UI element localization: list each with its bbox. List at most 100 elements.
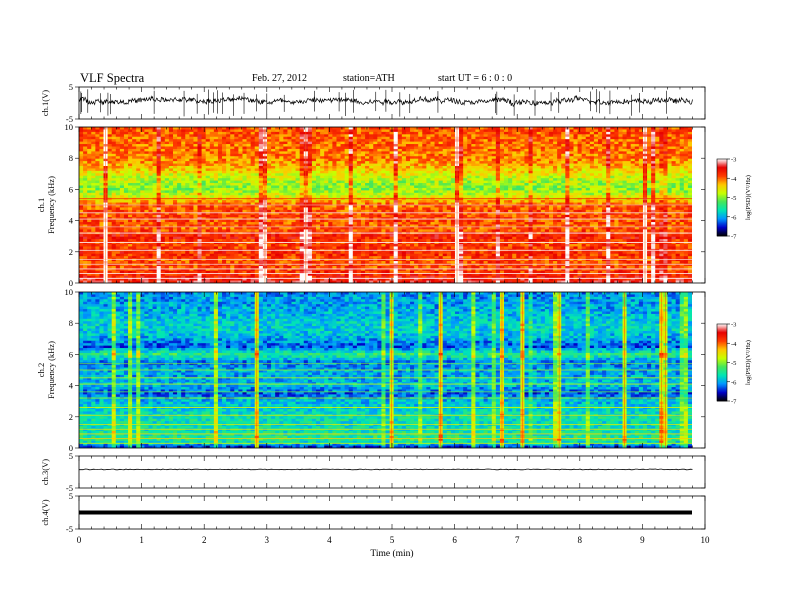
spectrogram-cell: [324, 195, 329, 198]
spectrogram-cell: [483, 153, 488, 157]
spectrogram-cell: [426, 180, 431, 184]
spectrogram-cell: [606, 136, 611, 140]
spectrogram-cell: [111, 161, 117, 164]
spectrogram-cell: [340, 175, 345, 179]
spectrogram-cell: [418, 134, 423, 138]
spectrogram-cell: [189, 141, 194, 145]
spectrogram-cell: [83, 202, 88, 206]
spectrogram-cell: [172, 146, 178, 150]
spectrogram-cell: [434, 187, 439, 191]
spectrogram-cell: [197, 183, 202, 186]
spectrogram-cell: [356, 127, 362, 130]
spectrogram-cell: [647, 156, 652, 159]
spectrogram-cell: [181, 141, 186, 145]
spectrogram-cell: [667, 163, 672, 167]
spectrogram-cell: [512, 190, 517, 194]
spectrogram-cell: [463, 156, 468, 159]
spectrogram-cell: [360, 173, 366, 177]
spectrogram-cell: [324, 180, 329, 184]
spectrogram-cell: [495, 129, 501, 133]
spectrogram-cell: [569, 170, 574, 174]
spectrogram-cell: [418, 180, 423, 184]
spectrogram-cell: [663, 161, 668, 164]
spectrogram-cell: [475, 148, 480, 152]
spectrogram-cell: [487, 192, 493, 196]
spectrogram-cell: [442, 202, 448, 206]
spectrogram-cell: [152, 158, 157, 162]
spectrogram-cell: [356, 141, 362, 145]
spectrogram-cell: [148, 127, 153, 130]
spectrogram-cell: [659, 163, 664, 167]
spectrogram-cell: [385, 144, 390, 147]
spectrogram-cell: [148, 151, 153, 155]
spectrogram-cell: [536, 200, 542, 203]
spectrogram-cell: [687, 141, 692, 145]
spectrogram-cell: [381, 156, 386, 159]
spectrogram-cell: [385, 151, 390, 155]
spectrogram-cell: [258, 148, 264, 152]
spectrogram-cell: [119, 141, 125, 145]
spectrogram-cell: [136, 131, 141, 135]
spectrogram-cell: [144, 141, 149, 145]
spectrogram-cell: [426, 151, 431, 155]
spectrogram-cell: [418, 195, 423, 198]
spectrogram-cell: [181, 163, 186, 167]
spectrogram-cell: [189, 146, 194, 150]
spectrogram-cell: [606, 205, 611, 208]
spectrogram-cell: [140, 207, 145, 211]
spectrogram-cell: [450, 131, 456, 135]
spectrogram-cell: [614, 161, 619, 164]
spectrogram-cell: [283, 153, 288, 157]
spectrogram-cell: [389, 173, 394, 177]
spectrogram-cell: [254, 185, 260, 189]
spectrogram-cell: [177, 178, 182, 181]
spectrogram-cell: [111, 205, 117, 208]
spectrogram-cell: [324, 178, 329, 181]
spectrogram-cell: [275, 129, 280, 133]
spectrogram-cell: [201, 144, 206, 147]
spectrogram-cell: [111, 187, 117, 191]
spectrogram-cell: [344, 141, 350, 145]
spectrogram-cell: [381, 166, 386, 169]
spectrogram-cell: [467, 153, 472, 157]
spectrogram-cell: [504, 192, 509, 196]
spectrogram-cell: [344, 166, 350, 169]
spectrogram-cell: [487, 153, 493, 157]
spectrogram-cell: [193, 195, 198, 198]
spectrogram-cell: [618, 183, 623, 186]
spectrogram-cell: [618, 141, 623, 145]
spectrogram-cell: [463, 139, 468, 142]
spectrogram-cell: [99, 131, 104, 135]
spectrogram-cell: [540, 180, 546, 184]
spectrogram-cell: [540, 148, 546, 152]
spectrogram-cell: [148, 168, 153, 172]
spectrogram-cell: [295, 190, 300, 194]
spectrogram-cell: [487, 131, 493, 135]
spectrogram-cell: [528, 175, 533, 179]
spectrogram-cell: [209, 166, 215, 169]
spectrogram-cell: [87, 200, 92, 203]
spectrogram-cell: [152, 139, 157, 142]
spectrogram-cell: [487, 190, 493, 194]
spectrogram-cell: [651, 158, 656, 162]
spectrogram-cell: [213, 161, 219, 164]
spectrogram-cell: [410, 146, 415, 150]
spectrogram-cell: [205, 127, 211, 130]
spectrogram-cell: [540, 136, 546, 140]
spectrogram-cell: [606, 166, 611, 169]
spectrogram-cell: [405, 139, 411, 142]
spectrogram-cell: [687, 163, 692, 167]
spectrogram-cell: [156, 158, 162, 162]
spectrogram-cell: [348, 166, 354, 169]
spectrogram-cell: [389, 202, 394, 206]
spectrogram-cell: [602, 173, 607, 177]
spectrogram-cell: [311, 192, 317, 196]
spectrogram-cell: [295, 175, 300, 179]
spectrogram-cell: [675, 166, 681, 169]
spectrogram-cell: [311, 166, 317, 169]
spectrogram-cell: [434, 166, 439, 169]
spectrogram-cell: [544, 185, 550, 189]
spectrogram-cell: [226, 163, 231, 167]
spectrogram-cell: [377, 170, 382, 174]
spectrogram-cell: [483, 200, 488, 203]
